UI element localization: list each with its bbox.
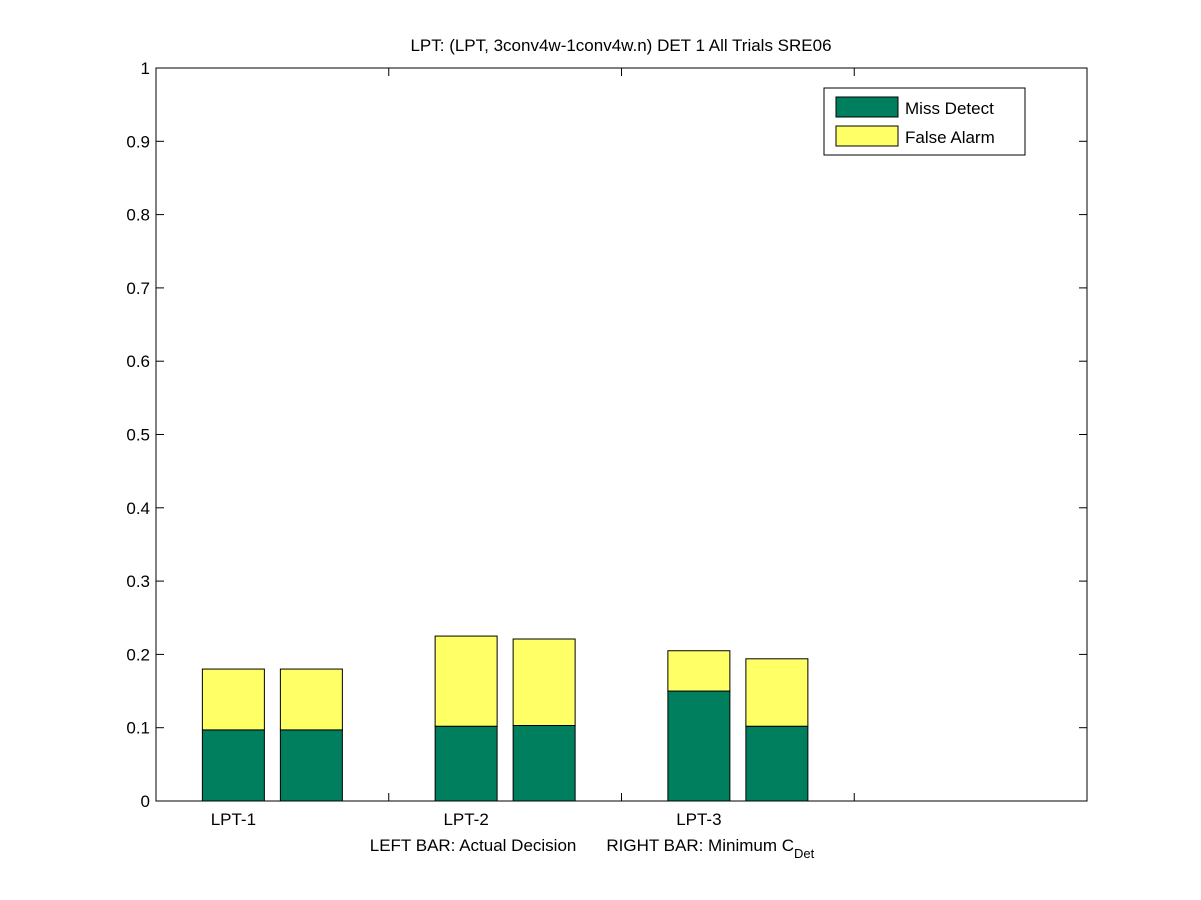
y-tick-label: 0.9	[126, 132, 150, 151]
y-tick-label: 1	[141, 59, 150, 78]
x-tick-label-lpt-3: LPT-3	[676, 810, 721, 829]
x-axis-label-subscript: Det	[794, 846, 815, 861]
x-axis: LPT-1 LPT-2 LPT-3	[211, 68, 855, 829]
bar-lpt-1-minimum-false-alarm	[279, 668, 343, 731]
legend-swatch-false-alarm	[835, 125, 899, 147]
bar-lpt-3-minimum-false-alarm	[745, 658, 809, 727]
x-tick-label-lpt-2: LPT-2	[443, 810, 488, 829]
bars-layer	[201, 635, 809, 802]
legend-swatch-miss-detect	[835, 96, 899, 118]
bar-lpt-1-actual-false-alarm	[201, 668, 265, 731]
bar-lpt-1-minimum-miss-detect	[279, 729, 343, 802]
bar-lpt-2-minimum-miss-detect	[512, 725, 576, 802]
y-tick-label: 0.5	[126, 426, 150, 445]
x-axis-label: LEFT BAR: Actual Decision RIGHT BAR: Mini…	[370, 836, 815, 861]
x-axis-label-right: RIGHT BAR: Minimum C	[606, 836, 794, 855]
legend-label-miss-detect: Miss Detect	[905, 99, 994, 118]
y-tick-label: 0	[141, 792, 150, 811]
bar-lpt-3-actual-false-alarm	[667, 650, 731, 692]
y-tick-label: 0.4	[126, 499, 150, 518]
legend: Miss Detect False Alarm	[823, 87, 1026, 156]
bar-lpt-2-minimum-false-alarm	[512, 638, 576, 727]
y-tick-label: 0.2	[126, 645, 150, 664]
y-tick-label: 0.3	[126, 572, 150, 591]
bar-lpt-2-actual-false-alarm	[434, 635, 498, 727]
bar-lpt-1-actual-miss-detect	[201, 729, 265, 802]
y-tick-label: 0.8	[126, 206, 150, 225]
y-axis: 0 0.1 0.2 0.3 0.4 0.5 0.6 0.7 0.8 0.9 1	[126, 59, 1087, 811]
y-tick-label: 0.7	[126, 279, 150, 298]
chart-title: LPT: (LPT, 3conv4w-1conv4w.n) DET 1 All …	[410, 36, 831, 55]
bar-lpt-2-actual-miss-detect	[434, 725, 498, 802]
x-axis-label-left: LEFT BAR: Actual Decision	[370, 836, 577, 855]
y-tick-label: 0.1	[126, 719, 150, 738]
bar-lpt-3-actual-miss-detect	[667, 690, 731, 802]
bar-lpt-3-minimum-miss-detect	[745, 725, 809, 802]
x-tick-label-lpt-1: LPT-1	[211, 810, 256, 829]
legend-label-false-alarm: False Alarm	[905, 128, 995, 147]
y-tick-label: 0.6	[126, 352, 150, 371]
